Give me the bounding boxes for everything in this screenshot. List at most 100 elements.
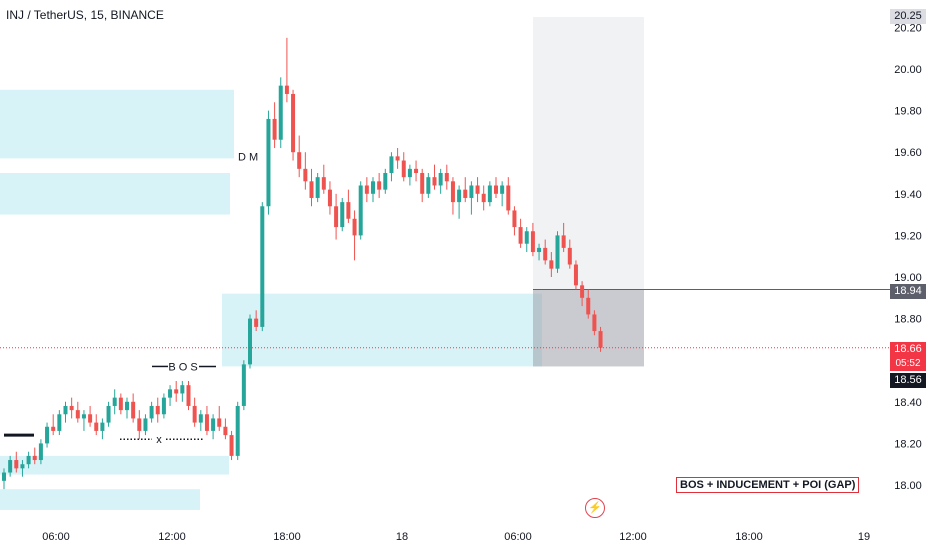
candle-body <box>598 331 603 348</box>
candle <box>75 401 80 423</box>
candle <box>131 393 136 423</box>
y-tick-label: 19.80 <box>894 106 922 118</box>
candle-body <box>186 385 191 406</box>
candle <box>229 430 234 461</box>
candle <box>506 177 511 215</box>
candle <box>118 393 123 415</box>
candle-body <box>494 185 498 194</box>
candle <box>303 152 308 190</box>
candle-body <box>260 206 265 327</box>
x-tick-label: 18 <box>396 531 408 543</box>
candle-body <box>321 177 326 190</box>
candle-body <box>327 189 332 207</box>
candle-body <box>432 177 437 186</box>
candle-body <box>530 231 535 253</box>
candle-body <box>592 314 597 332</box>
candle-body <box>272 118 277 140</box>
candle-body <box>340 202 345 228</box>
candle <box>174 381 179 402</box>
candle <box>555 231 560 273</box>
candle-body <box>407 168 412 178</box>
candle <box>358 181 363 240</box>
candle <box>137 410 142 440</box>
candle-body <box>51 426 56 431</box>
chart-title: INJ / TetherUS, 15, BINANCE <box>6 8 164 22</box>
position-target-box <box>533 17 644 290</box>
candle-body <box>395 156 400 161</box>
candle <box>57 410 62 436</box>
candle-body <box>389 156 394 173</box>
candle-body <box>475 185 480 194</box>
candle-body <box>346 202 351 219</box>
price-countdown: 05:52 <box>890 357 926 371</box>
candle <box>567 239 572 269</box>
x-tick-label: 19 <box>858 531 870 543</box>
demand-zone-upper <box>0 455 229 475</box>
candle <box>561 222 566 253</box>
candle-body <box>131 401 136 419</box>
candle-body <box>180 385 185 394</box>
candle <box>204 405 209 436</box>
annotation-box: BOS + INDUCEMENT + POI (GAP) <box>676 477 860 493</box>
candle-body <box>315 177 320 198</box>
candle-body <box>364 185 369 194</box>
x-tick-label: 18:00 <box>735 531 763 543</box>
candle <box>457 185 462 219</box>
candle <box>426 173 431 198</box>
candle-body <box>438 173 443 186</box>
candle <box>549 252 554 277</box>
candle-body <box>125 401 129 411</box>
candle <box>395 148 400 169</box>
candle <box>309 168 314 207</box>
candle <box>371 177 375 203</box>
candle-body <box>334 206 339 228</box>
candle <box>143 414 148 436</box>
price-tag-current: 18.66 <box>890 342 926 357</box>
candle <box>340 197 345 232</box>
lightning-icon[interactable]: ⚡ <box>585 498 605 518</box>
candle-body <box>463 189 468 198</box>
candle <box>573 260 578 290</box>
y-axis: 18.0018.2018.4018.6018.8019.0019.2019.40… <box>894 22 922 492</box>
candle-body <box>198 414 203 423</box>
candle <box>278 77 283 149</box>
inducement-label: x <box>156 434 162 446</box>
candle-body <box>20 464 25 469</box>
poi-gap-zone <box>222 293 542 367</box>
candle <box>469 181 474 215</box>
candle <box>192 397 197 427</box>
candle <box>223 418 228 440</box>
candle-body <box>444 173 449 182</box>
candle <box>81 410 86 431</box>
candle-body <box>14 460 19 469</box>
candle <box>401 152 406 182</box>
candle <box>297 135 302 178</box>
candle <box>26 451 31 469</box>
candle-body <box>352 218 357 236</box>
candle <box>8 455 13 477</box>
candle <box>512 206 517 236</box>
candle-body <box>580 285 585 298</box>
candle <box>254 310 259 332</box>
candle-body <box>8 460 13 473</box>
candle <box>32 447 37 465</box>
price-tag-top: 20.25 <box>890 9 926 24</box>
candle-body <box>94 422 99 431</box>
candle-body <box>450 181 455 203</box>
candle-body <box>88 414 93 423</box>
candle <box>291 89 296 161</box>
candle <box>14 451 19 473</box>
x-tick-label: 06:00 <box>42 531 70 543</box>
candle-body <box>266 118 271 207</box>
candle-body <box>500 185 505 194</box>
y-tick-label: 20.20 <box>894 22 922 34</box>
candle-body <box>235 405 240 456</box>
candle-body <box>543 247 548 261</box>
candle <box>444 164 449 190</box>
candle-body <box>487 185 492 203</box>
candle <box>500 181 505 207</box>
candle-body <box>204 414 209 431</box>
candle-body <box>555 235 560 269</box>
candle <box>364 177 369 203</box>
